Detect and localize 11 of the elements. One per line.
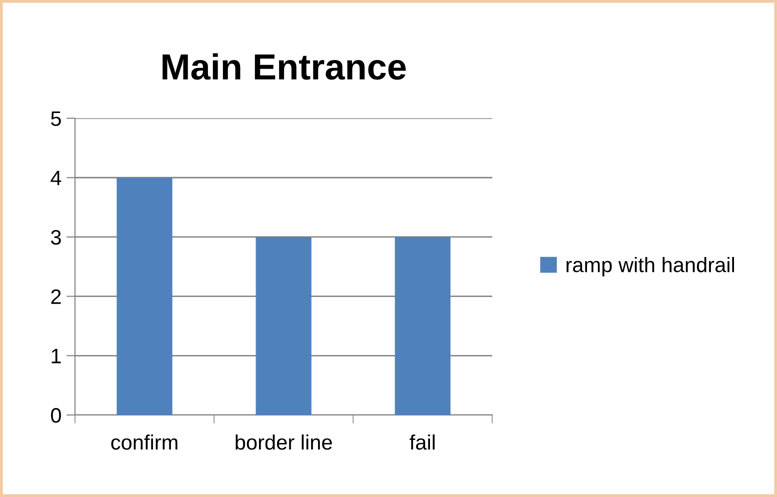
legend-label: ramp with handrail [566, 256, 734, 276]
y-tick-label: 4 [50, 170, 62, 186]
y-tick-label: 1 [52, 348, 61, 364]
x-tick-label: fail [410, 434, 435, 450]
y-tick-label: 3 [50, 230, 61, 245]
y-tick-label: 2 [51, 289, 61, 304]
y-tick-label: 5 [51, 112, 61, 126]
x-tick-label: confirm [111, 434, 178, 450]
chart-title: Main Entrance [162, 53, 406, 80]
y-tick-label: 0 [51, 408, 61, 423]
x-tick-label: border line [236, 434, 332, 450]
